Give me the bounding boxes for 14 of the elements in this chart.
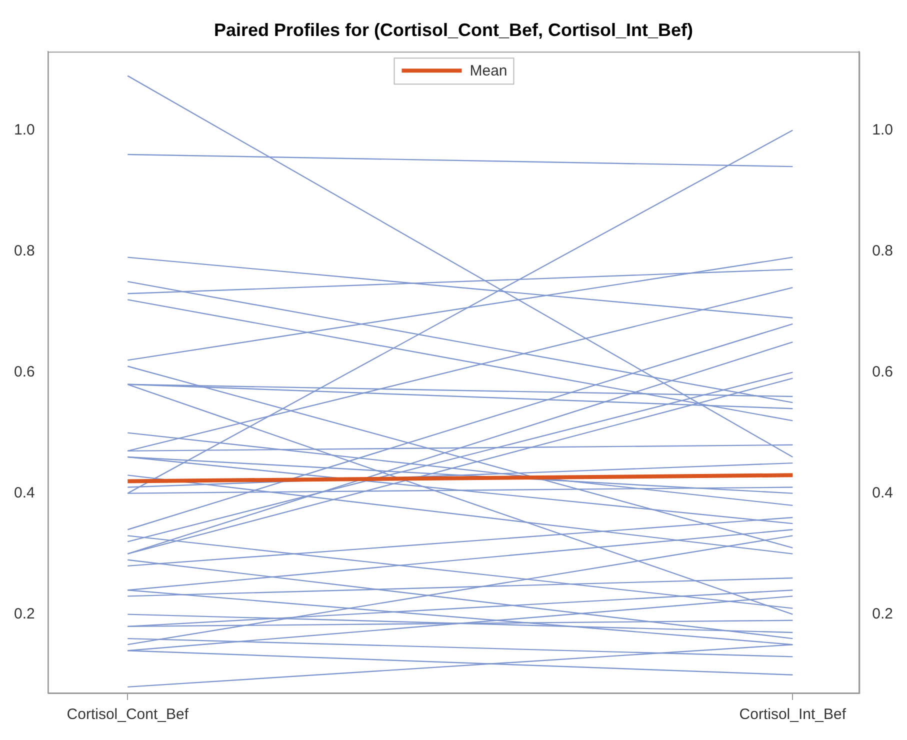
y2-tick-label: 0.8 [872,242,894,260]
chart-title: Paired Profiles for (Cortisol_Cont_Bef, Cortisol_Int_Bef) [214,20,694,40]
x-tick-label: Cortisol_Cont_Bef [66,706,190,724]
y-tick-label: 1.0 [14,121,35,138]
y2-tick-label: 0.6 [872,363,894,380]
y2-tick-label: 0.2 [872,605,894,622]
y2-tick-label: 0.4 [872,484,894,502]
y2-tick-label: 1.0 [872,121,894,138]
y-tick-label: 0.4 [14,484,35,502]
y-tick-label: 0.2 [14,605,35,622]
x-tick-label: Cortisol_Int_Bef [739,706,847,724]
y-tick-label: 0.8 [14,242,35,260]
legend-label: Mean [470,62,508,80]
y-tick-label: 0.6 [14,363,35,380]
